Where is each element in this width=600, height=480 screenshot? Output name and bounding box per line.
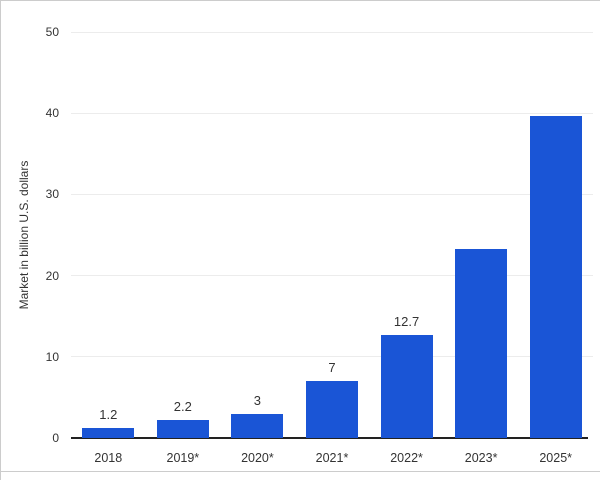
x-tick-label-2020*: 2020* xyxy=(241,451,274,465)
y-tick-label-40: 40 xyxy=(45,106,59,121)
x-tick-label-2018: 2018 xyxy=(94,451,123,465)
bar-2023* xyxy=(455,248,508,438)
gridline-40 xyxy=(71,112,593,114)
x-axis-line xyxy=(71,437,588,439)
gridline-50 xyxy=(71,31,593,33)
value-label-2018: 1.2 xyxy=(99,407,118,423)
value-label-2022*: 12.7 xyxy=(393,313,420,329)
y-axis-title: Market in billion U.S. dollars xyxy=(17,160,31,310)
x-tick-label-2022*: 2022* xyxy=(390,451,423,465)
x-tick-label-2023*: 2023* xyxy=(464,451,498,465)
gridline-10 xyxy=(71,356,593,358)
bar-2018 xyxy=(82,428,135,438)
y-tick-label-30: 30 xyxy=(45,187,59,202)
bar-2021* xyxy=(306,381,358,438)
bar-2025* xyxy=(529,115,582,438)
plot-area xyxy=(71,31,593,438)
gridline-20 xyxy=(71,275,593,277)
y-tick-label-20: 20 xyxy=(45,268,59,283)
bar-2022* xyxy=(380,334,433,438)
value-label-2021*: 7 xyxy=(328,360,336,376)
value-label-2020*: 3 xyxy=(253,392,262,408)
y-tick-label-0: 0 xyxy=(52,431,59,445)
y-tick-label-10: 10 xyxy=(45,349,59,364)
x-tick-label-2019*: 2019* xyxy=(166,451,200,465)
y-tick-label-50: 50 xyxy=(45,25,59,39)
bottom-divider xyxy=(1,471,600,472)
x-tick-label-2025*: 2025* xyxy=(539,451,573,465)
x-tick-label-2021*: 2021* xyxy=(315,451,349,465)
value-label-2019*: 2.2 xyxy=(173,399,192,415)
gridline-30 xyxy=(71,193,593,195)
bar-2020* xyxy=(231,413,284,438)
bar-2019* xyxy=(156,420,209,438)
